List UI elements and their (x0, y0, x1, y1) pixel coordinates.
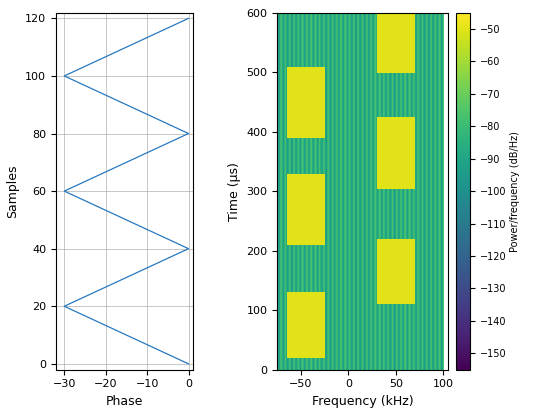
X-axis label: Frequency (kHz): Frequency (kHz) (312, 395, 413, 408)
X-axis label: Phase: Phase (106, 395, 143, 408)
Y-axis label: Samples: Samples (7, 164, 20, 218)
Y-axis label: Time (μs): Time (μs) (228, 162, 241, 221)
Y-axis label: Power/frequency (dB/Hz): Power/frequency (dB/Hz) (510, 131, 520, 252)
